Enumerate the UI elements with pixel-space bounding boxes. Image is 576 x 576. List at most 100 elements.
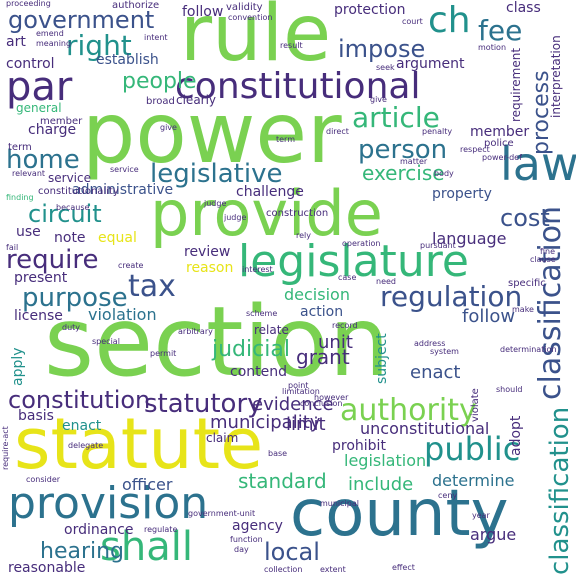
word-review: reason — [186, 260, 233, 276]
word-legislation: include — [348, 474, 413, 495]
word-should: day — [234, 545, 249, 554]
word-year: base — [268, 449, 287, 458]
word-body: interest — [242, 265, 273, 274]
word-exercise: exercise — [362, 161, 445, 185]
word-special: point — [288, 381, 308, 390]
word-determine: administrative — [72, 182, 173, 198]
word-constitutional: constitutional — [175, 66, 420, 107]
word-delegate: government-unit — [188, 509, 255, 518]
word-interpretation: violate — [470, 388, 481, 422]
word-relate: however — [314, 393, 349, 402]
word-permit: relate — [254, 323, 289, 337]
word-general: general — [16, 101, 62, 115]
word-tax: cost — [500, 204, 550, 232]
word-involve: service — [110, 165, 139, 174]
word-arbitrary: make — [512, 305, 534, 314]
word-raise: delegate — [68, 441, 103, 450]
word-consider: municipal — [320, 499, 359, 508]
word-member: member — [40, 116, 83, 127]
word-however: case — [338, 273, 356, 282]
word-charge: charge — [28, 122, 76, 138]
word-appellate: validity — [226, 2, 263, 13]
word-equal: equal — [98, 230, 137, 246]
word-convention: authorize — [112, 0, 159, 11]
word-county: county — [290, 477, 508, 551]
word-contend: contend — [230, 364, 287, 380]
word-base: special — [92, 337, 120, 346]
word-conclusion: address — [414, 339, 445, 348]
word-give: power-def — [482, 153, 522, 162]
word-requirement: member — [470, 124, 529, 140]
word-contain: relevant — [12, 169, 45, 178]
word-construction: requirement — [509, 48, 523, 122]
word-authority: authority — [340, 393, 477, 428]
word-judicial: evidence — [252, 394, 334, 415]
word-fine: broad — [146, 96, 175, 107]
word-argument: argument — [396, 56, 465, 72]
word-people: people — [122, 69, 197, 94]
word-local: hearing — [40, 539, 124, 564]
word-clearly: seek — [376, 63, 395, 72]
word-authorize: prohibit — [332, 438, 386, 454]
word-condition: collection — [264, 565, 302, 574]
word-broad: emend — [36, 29, 64, 38]
word-specifically: term — [8, 142, 32, 153]
word-hearing: grant — [296, 345, 350, 369]
word-follow: follow — [182, 4, 223, 20]
word-regulate: ceny — [438, 491, 457, 500]
word-procedure: require-act — [1, 426, 10, 470]
word-use: use — [16, 224, 41, 240]
word-par: par — [6, 64, 73, 110]
word-direct: body — [434, 169, 454, 178]
word-enact: enact — [410, 362, 460, 383]
word-point: determination — [500, 345, 557, 354]
word-limitation: rely — [296, 231, 311, 240]
word-violation: standard — [238, 469, 327, 493]
word-shall: shall — [100, 524, 193, 570]
word-person: person — [358, 135, 447, 165]
word-classification-2: classification — [545, 407, 575, 575]
word-evidence: municipality — [210, 412, 321, 433]
word-penalty: matter — [400, 157, 428, 166]
word-service: respect — [460, 145, 490, 154]
word-right: right — [66, 29, 132, 62]
word-board: effect — [392, 563, 415, 572]
word-determination: need — [376, 277, 396, 286]
word-class: class — [506, 0, 541, 16]
word-city: constitutionality — [38, 186, 119, 197]
word-health: function — [230, 535, 263, 544]
word-ceny: claim — [206, 431, 238, 445]
word-administrative: challenge — [236, 184, 304, 200]
word-license: license — [14, 308, 63, 324]
word-seek: meaning — [36, 39, 71, 48]
word-constitution: local — [264, 538, 320, 566]
word-property: review — [184, 244, 230, 260]
word-apply: apply — [10, 347, 26, 386]
word-art: art — [6, 34, 26, 50]
word-rule: rule — [180, 0, 331, 79]
word-interest: specific — [508, 278, 546, 289]
word-action: action — [300, 304, 343, 320]
word-subject: subject — [374, 333, 390, 384]
word-language: property — [432, 186, 492, 202]
word-officer: legislation — [344, 451, 426, 470]
word-power: power — [82, 84, 342, 182]
word-present: present — [14, 270, 68, 286]
word-note: note — [54, 230, 86, 246]
word-municipal: permit — [150, 349, 176, 358]
word-require: require — [6, 245, 98, 275]
word-purpose: tax — [128, 269, 176, 304]
word-text: extent — [320, 565, 346, 574]
word-police: judge — [223, 213, 246, 222]
word-unit: unit — [318, 332, 353, 353]
word-make: pursuant — [420, 241, 456, 250]
word-claim: duty — [62, 323, 80, 332]
word-process: process — [529, 70, 554, 155]
word-result: court — [402, 17, 423, 26]
word-classification: classification — [533, 206, 568, 400]
word-legislative: legislative — [150, 159, 282, 189]
word-function: year — [472, 511, 491, 520]
word-commission: record — [332, 321, 358, 330]
